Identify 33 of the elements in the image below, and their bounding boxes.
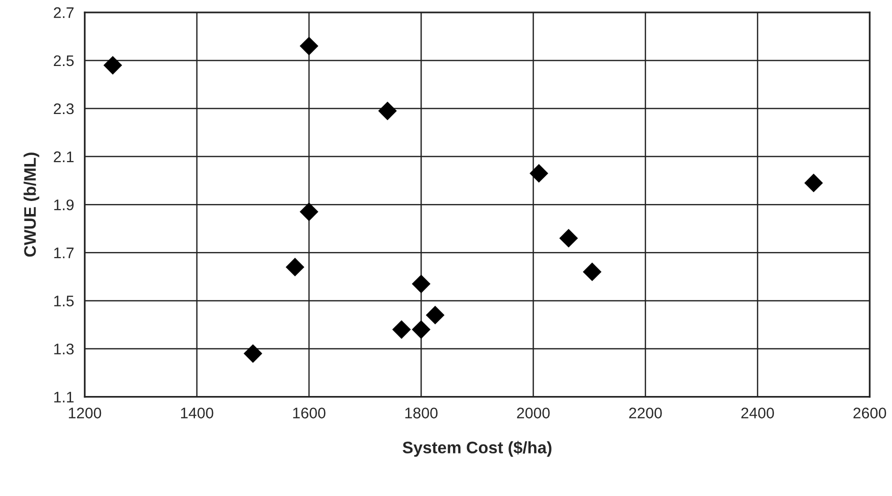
point	[286, 258, 304, 276]
point	[300, 202, 318, 222]
y-tick-label: 2.5	[54, 55, 74, 66]
point	[426, 306, 444, 324]
x-tick-label: 1600	[293, 408, 326, 418]
y-tick-label: 1.3	[54, 344, 74, 354]
y-tick-label: 2.7	[54, 7, 74, 18]
point	[559, 228, 578, 248]
y-axis-title: CWUE (b/ML)	[24, 152, 40, 257]
point	[412, 274, 430, 294]
point	[804, 174, 823, 192]
x-tick-label: 1800	[405, 408, 438, 418]
point	[378, 102, 397, 120]
y-tick-label: 2.3	[54, 103, 74, 114]
y-tick-label: 1.7	[54, 248, 74, 258]
y-tick-label: 1.1	[54, 392, 74, 402]
x-tick-label: 2000	[517, 408, 550, 418]
y-tick-label: 1.5	[54, 296, 74, 306]
x-tick-label: 2200	[629, 408, 662, 418]
point	[300, 36, 318, 56]
point	[392, 320, 411, 339]
point	[244, 344, 262, 363]
y-tick-label: 2.1	[54, 151, 74, 162]
point	[530, 164, 548, 183]
point	[103, 56, 122, 75]
y-tick-label: 1.9	[54, 199, 74, 210]
x-tick-label: 2600	[853, 408, 886, 418]
point	[412, 320, 430, 339]
x-axis-title: System Cost ($/ha)	[402, 440, 552, 457]
x-tick-label: 1400	[181, 408, 214, 418]
point	[582, 262, 602, 282]
x-tick-label: 2400	[741, 408, 774, 418]
x-tick-label: 1200	[68, 408, 102, 418]
